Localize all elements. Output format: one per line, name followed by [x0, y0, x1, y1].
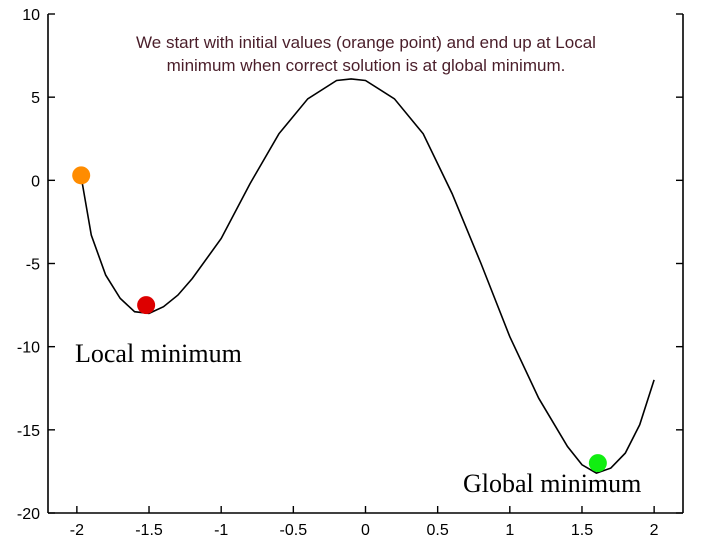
x-tick-label: 1	[505, 522, 514, 539]
y-tick-label: 0	[31, 173, 40, 190]
y-tick-label: 10	[22, 7, 40, 24]
x-tick-label: 2	[650, 522, 659, 539]
local-minimum-point	[137, 296, 156, 315]
y-tick-label: -10	[17, 340, 40, 357]
plot-frame	[47, 14, 684, 514]
start-point	[72, 166, 91, 185]
x-tick-label: 0.5	[427, 522, 449, 539]
y-tick-label: -20	[17, 506, 40, 523]
local-minimum-label: Local minimum	[75, 339, 242, 368]
x-tick-label: 1.5	[571, 522, 593, 539]
y-tick-label: -5	[26, 257, 40, 274]
x-tick-label: -1	[214, 522, 228, 539]
series-line	[80, 78, 655, 474]
y-ticks: -20 -15 -10 -5 0 5 10	[17, 7, 683, 523]
caption-line-2: minimum when correct solution is at glob…	[167, 56, 566, 75]
highlight-points	[72, 166, 607, 473]
y-tick-label: -15	[17, 423, 40, 440]
x-ticks: -2 -1.5 -1 -0.5 0 0.5 1 1.5 2	[70, 506, 659, 539]
global-minimum-point	[588, 454, 607, 473]
x-tick-label: -2	[70, 522, 84, 539]
global-minimum-label: Global minimum	[463, 469, 641, 498]
x-tick-label: -1.5	[135, 522, 163, 539]
caption-line-1: We start with initial values (orange poi…	[136, 33, 596, 52]
x-tick-label: -0.5	[280, 522, 308, 539]
x-tick-label: 0	[361, 522, 370, 539]
y-tick-label: 5	[31, 90, 40, 107]
